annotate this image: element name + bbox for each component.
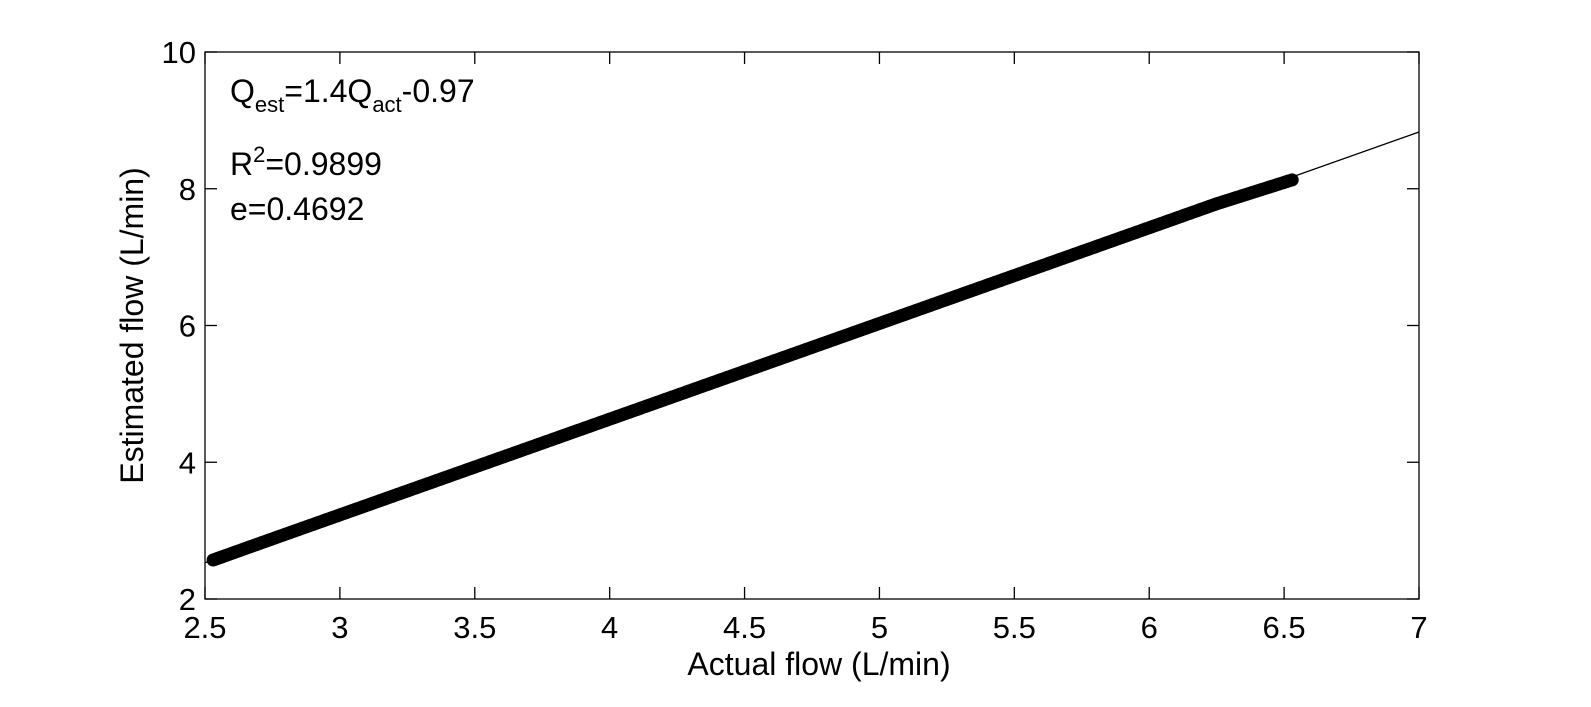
- r2-tail: =0.9899: [265, 146, 382, 182]
- x-tick-label: 6.5: [1263, 610, 1306, 645]
- y-tick-label: 10: [162, 35, 196, 70]
- x-tick-label: 5: [871, 610, 888, 645]
- x-tick-label: 3.5: [453, 610, 496, 645]
- x-tick-label: 5.5: [993, 610, 1036, 645]
- fit-annotations: Qest=1.4Qact-0.97 R2=0.9899 e=0.4692: [230, 73, 475, 227]
- r2-base: R: [230, 146, 253, 182]
- equation-mid: =1.4Q: [284, 73, 372, 109]
- equation-sub-act: act: [372, 92, 401, 117]
- r-squared-annotation: R2=0.9899: [230, 142, 382, 182]
- y-axis-label: Estimated flow (L/min): [114, 167, 150, 484]
- y-tick-label: 2: [179, 582, 196, 617]
- equation-annotation: Qest=1.4Qact-0.97: [230, 73, 475, 117]
- equation-q-est: Q: [230, 73, 255, 109]
- x-tick-label: 6: [1141, 610, 1158, 645]
- error-annotation: e=0.4692: [230, 191, 364, 227]
- x-tick-label: 2.5: [183, 610, 226, 645]
- x-tick-label: 3: [331, 610, 348, 645]
- y-axis-ticks: 2 4 6 8 10: [162, 35, 1419, 617]
- x-axis-label: Actual flow (L/min): [687, 646, 950, 682]
- x-tick-label: 4: [601, 610, 618, 645]
- equation-sub-est: est: [255, 92, 284, 117]
- y-tick-label: 8: [179, 172, 196, 207]
- y-tick-label: 4: [179, 445, 196, 480]
- fit-line: [204, 131, 1420, 564]
- y-tick-label: 6: [179, 309, 196, 344]
- scatter-point: [1285, 173, 1299, 187]
- r2-sup: 2: [253, 142, 265, 167]
- x-tick-label: 4.5: [723, 610, 766, 645]
- equation-tail: -0.97: [402, 73, 475, 109]
- plot-area: [204, 51, 1420, 600]
- x-axis-ticks: 2.5 3 3.5 4 4.5 5 5.5 6 6.5 7: [183, 52, 1428, 645]
- x-tick-label: 7: [1410, 610, 1427, 645]
